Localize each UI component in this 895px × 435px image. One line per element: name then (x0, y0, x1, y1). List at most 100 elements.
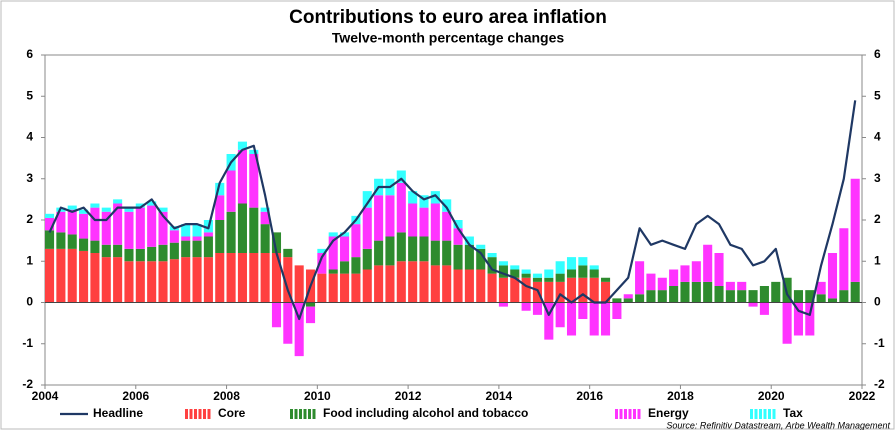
bar-segment (351, 273, 361, 303)
bar-segment (203, 257, 213, 303)
bar-segment (850, 178, 860, 282)
bar-segment (532, 273, 543, 278)
legend-item: Tax (750, 406, 803, 420)
bar-segment (192, 257, 202, 303)
bar-segment (158, 261, 168, 303)
bar-segment (555, 261, 565, 274)
bar-segment (226, 170, 236, 212)
bar-segment (79, 213, 89, 239)
bar-segment (430, 265, 440, 303)
bar-segment (646, 290, 656, 303)
bar-segment (464, 236, 474, 245)
bar-segment (759, 302, 769, 315)
legend-swatch (312, 409, 316, 419)
bar-segment (215, 220, 225, 253)
bar-segment (669, 286, 679, 303)
bar-segment (408, 261, 418, 303)
y-tick-label: 5 (26, 88, 33, 102)
bar-segment (623, 294, 633, 299)
bar-segment (691, 261, 701, 282)
legend-swatch (754, 409, 758, 419)
bar-segment (147, 261, 157, 303)
bar-segment (101, 244, 111, 258)
bar-segment (328, 232, 338, 237)
bar-segment (555, 281, 565, 303)
bar-segment (374, 265, 384, 303)
bar-segment (498, 302, 508, 307)
x-tick-label: 2020 (758, 389, 785, 403)
bar-segment (510, 277, 520, 303)
bar-segment (589, 277, 599, 303)
bar-segment (260, 211, 270, 225)
bar-segment (521, 269, 531, 274)
bar-segment (680, 265, 690, 282)
legend-swatch (637, 409, 641, 419)
bar-segment (215, 195, 225, 220)
bar-segment (237, 203, 247, 253)
bar-segment (532, 302, 543, 315)
bar-segment (56, 248, 66, 303)
bar-segment (714, 253, 724, 286)
bar-segment (215, 182, 225, 196)
bar-segment (521, 273, 531, 278)
bar-segment (283, 257, 293, 303)
y2-tick-label: 2 (874, 212, 881, 226)
bar-segment (566, 277, 577, 303)
x-tick-label: 2018 (667, 389, 694, 403)
bar-segment (192, 224, 202, 237)
bar-segment (203, 236, 213, 258)
legend-swatch (759, 409, 762, 419)
x-tick-label: 2012 (395, 389, 422, 403)
bar-segment (487, 257, 497, 274)
bar-segment (396, 170, 406, 183)
legend-swatch (624, 409, 627, 419)
bar-segment (351, 224, 361, 258)
x-tick-label: 2008 (213, 389, 240, 403)
legend-swatch (207, 409, 211, 419)
bar-segment (67, 248, 77, 303)
bar-segment (737, 290, 747, 303)
bar-segment (294, 302, 304, 357)
bar-segment (169, 259, 179, 303)
bar-segment (793, 302, 803, 336)
bar-segment (328, 236, 338, 270)
bar-segment (555, 302, 565, 328)
y-tick-label: 6 (26, 47, 33, 61)
bar-segment (45, 213, 55, 218)
bar-segment (67, 234, 77, 249)
legend-label: Energy (648, 406, 689, 420)
bar-segment (237, 141, 247, 150)
bar-segment (453, 220, 463, 229)
bar-segment (657, 290, 667, 303)
bar-segment (124, 211, 134, 249)
legend-swatch (299, 409, 302, 419)
legend-swatch (185, 409, 188, 419)
legend-label: Tax (783, 406, 803, 420)
bar-segment (271, 302, 282, 328)
bar-segment (79, 250, 89, 303)
legend-swatch (633, 409, 636, 419)
bar-segment (67, 205, 77, 210)
legend-swatch (772, 409, 776, 419)
bar-segment (328, 269, 338, 274)
bar-segment (260, 253, 270, 303)
bar-segment (317, 248, 327, 253)
bar-segment (725, 290, 735, 303)
bar-segment (589, 302, 599, 336)
bar-segment (169, 230, 179, 243)
bar-segment (147, 201, 157, 206)
legend-swatch (303, 409, 307, 419)
bar-segment (249, 154, 259, 208)
bar-segment (464, 269, 474, 303)
bar-segment (453, 269, 463, 303)
bar-segment (771, 281, 781, 303)
bar-segment (124, 248, 134, 262)
bar-segment (45, 230, 55, 249)
legend-swatch (290, 409, 293, 419)
bar-segment (419, 207, 429, 237)
bar-segment (635, 261, 645, 295)
bar-segment (90, 240, 100, 253)
bar-segment (249, 253, 259, 303)
bar-segment (260, 207, 270, 212)
bar-segment (566, 302, 577, 336)
